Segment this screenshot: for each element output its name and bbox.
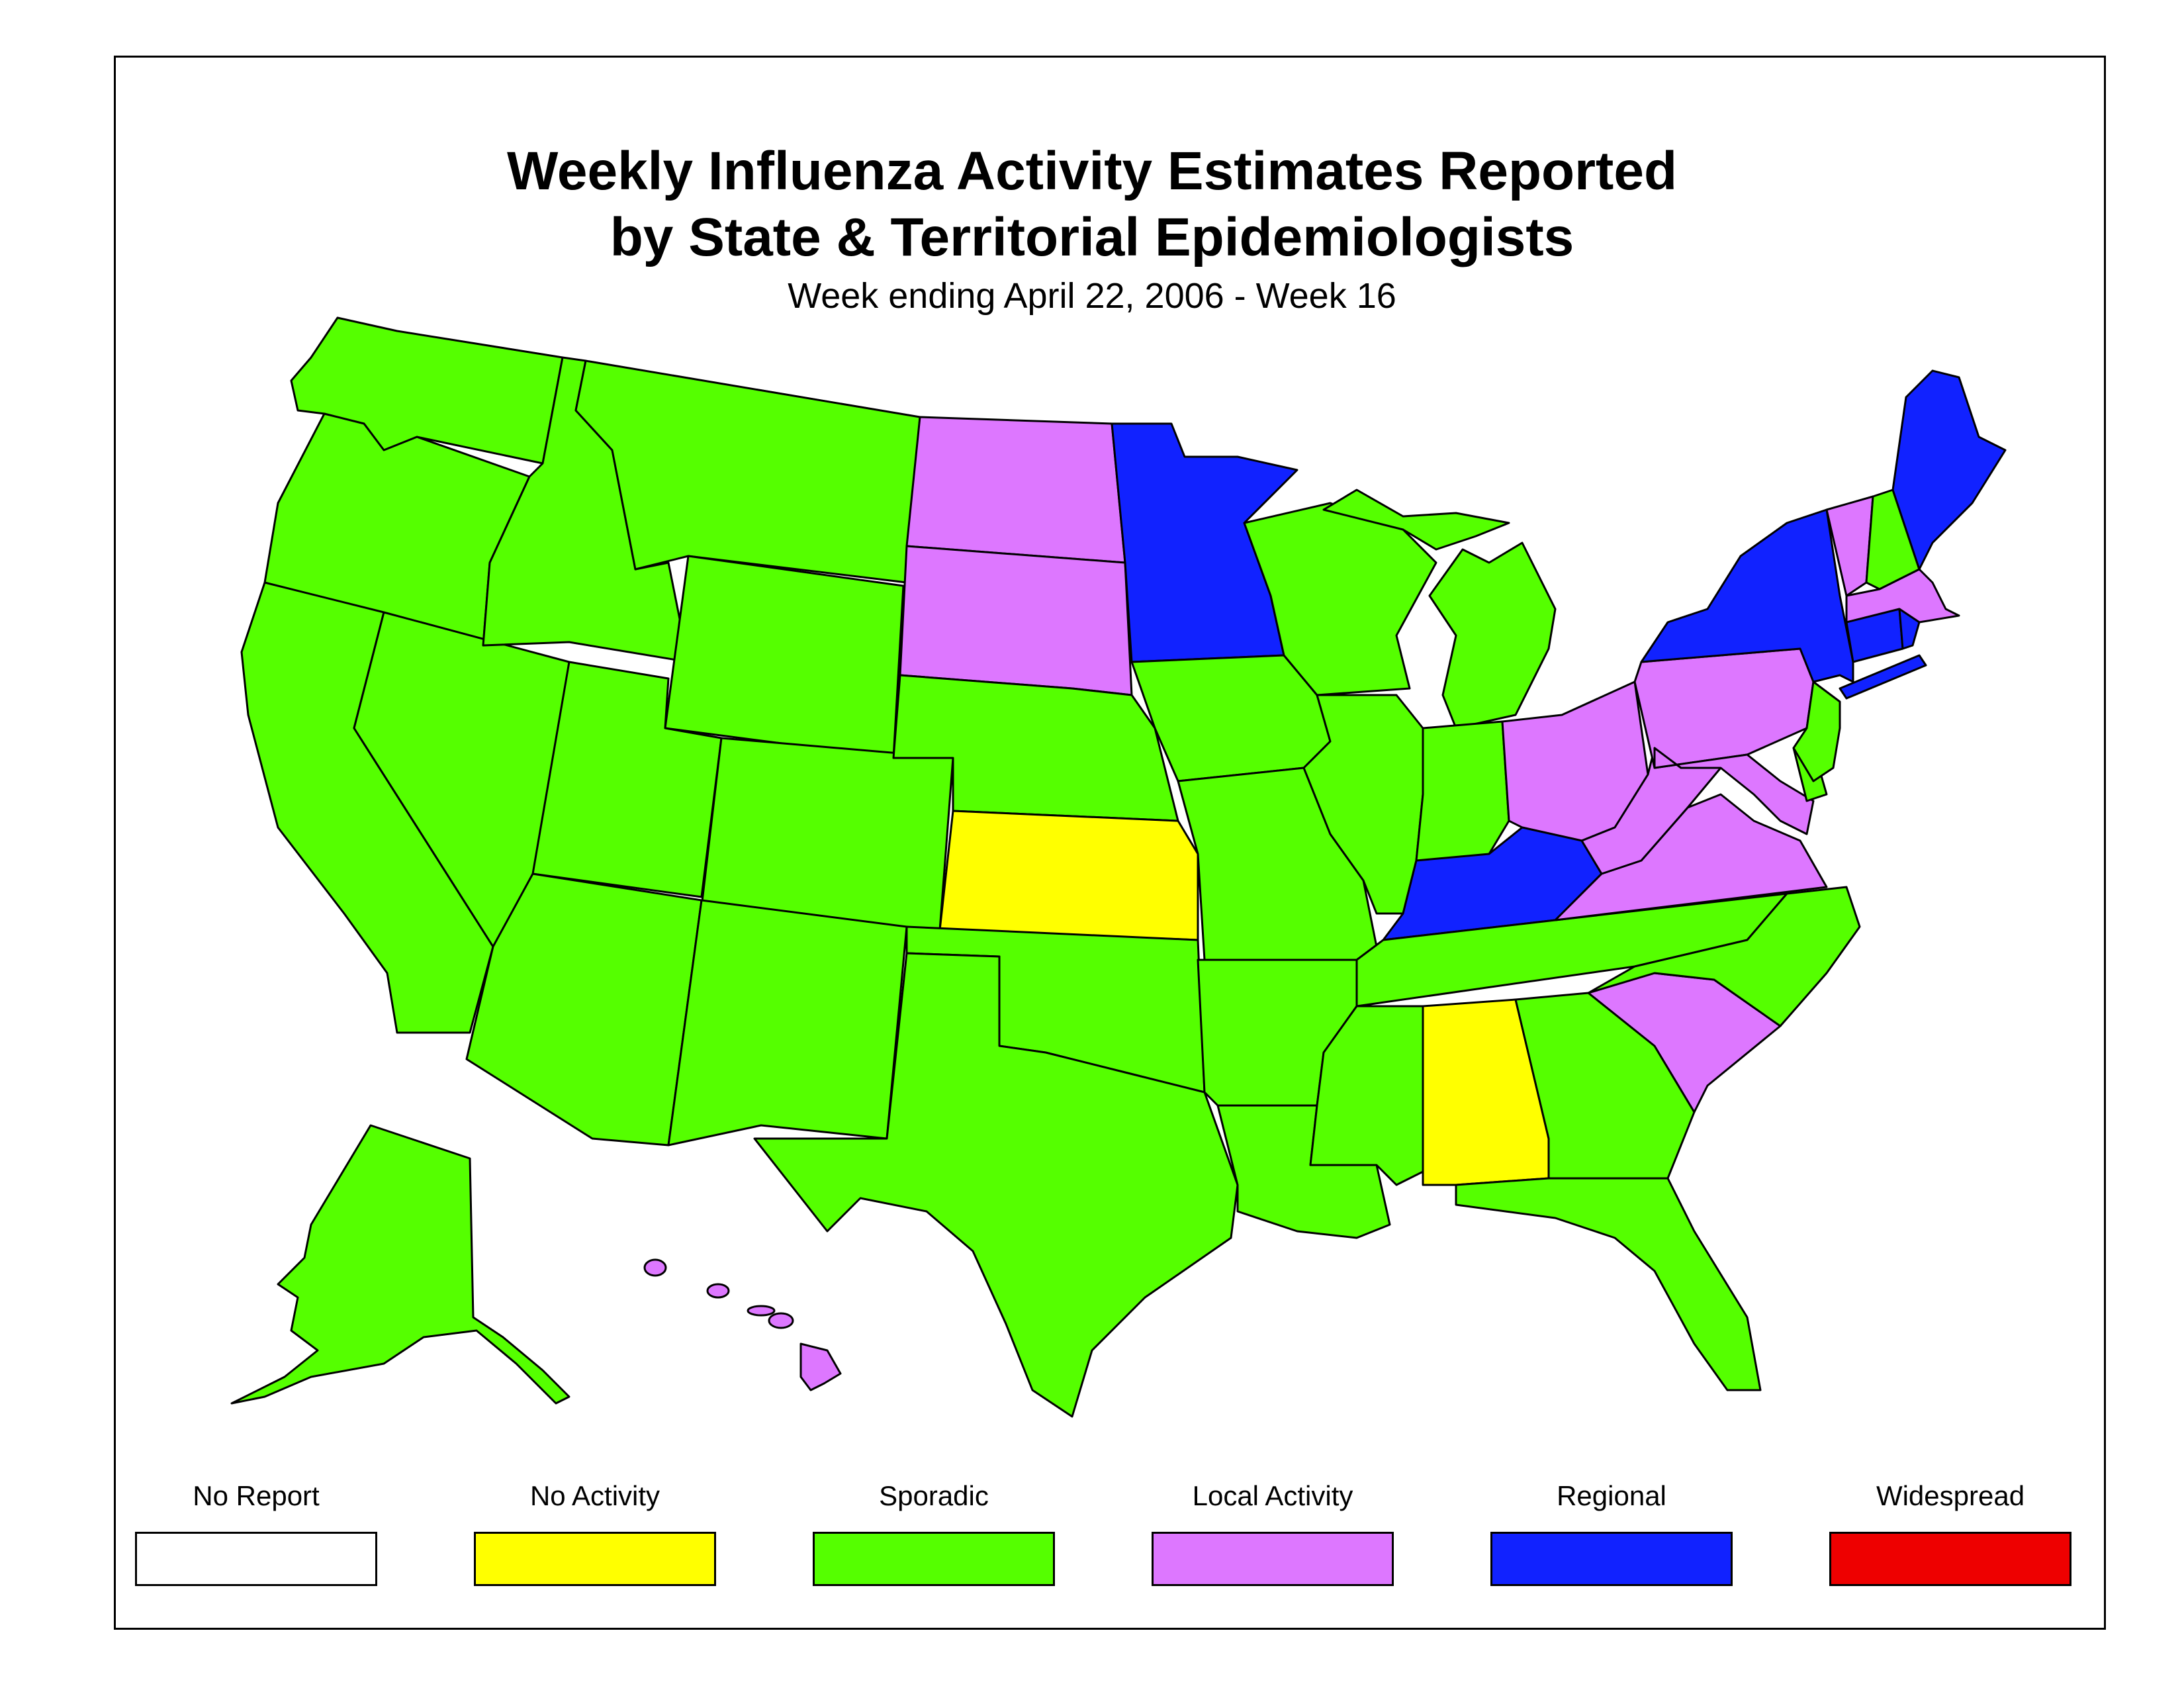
legend-item-local: Local Activity xyxy=(1152,1480,1394,1586)
state-ak xyxy=(230,1124,570,1405)
state-ks xyxy=(938,810,1199,941)
legend-label: Regional xyxy=(1557,1480,1666,1511)
legend-swatch xyxy=(813,1532,1055,1586)
legend-swatch xyxy=(135,1532,377,1586)
legend-swatch xyxy=(1490,1532,1733,1586)
legend-item-no-activity: No Activity xyxy=(474,1480,716,1586)
state-hi-maui xyxy=(768,1312,794,1329)
state-mi-upper xyxy=(1322,489,1510,551)
map-title-line1: Weekly Influenza Activity Estimates Repo… xyxy=(506,141,1678,201)
map-subtitle: Week ending April 22, 2006 - Week 16 xyxy=(788,276,1396,316)
state-ny xyxy=(1640,508,1854,683)
state-ri xyxy=(1898,608,1921,650)
legend-swatch xyxy=(1829,1532,2071,1586)
state-md xyxy=(1653,747,1815,835)
state-hi-oahu xyxy=(706,1283,730,1299)
legend-label: No Report xyxy=(193,1480,320,1511)
legend-swatch xyxy=(1152,1532,1394,1586)
legend-item-regional: Regional xyxy=(1490,1480,1733,1586)
legend-label: No Activity xyxy=(529,1480,660,1511)
state-il xyxy=(1302,694,1424,915)
legend-label: Widespread xyxy=(1876,1480,2025,1511)
state-hi-kauai xyxy=(643,1258,667,1277)
state-co xyxy=(700,737,954,931)
state-nd xyxy=(905,416,1126,564)
state-hi-molokai xyxy=(747,1305,776,1317)
legend-item-widespread: Widespread xyxy=(1829,1480,2071,1586)
state-me xyxy=(1891,369,2007,571)
legend-item-no-report: No Report xyxy=(135,1480,377,1586)
map-title-line2: by State & Territorial Epidemiologists xyxy=(610,207,1574,267)
legend-label: Sporadic xyxy=(879,1480,989,1511)
state-pa xyxy=(1633,647,1815,769)
legend-item-sporadic: Sporadic xyxy=(813,1480,1055,1586)
state-nm xyxy=(667,899,908,1147)
state-nj xyxy=(1792,680,1841,782)
map-frame xyxy=(114,56,2106,1630)
state-fl xyxy=(1455,1177,1762,1391)
state-ny-li xyxy=(1839,654,1927,700)
legend-label: Local Activity xyxy=(1192,1480,1353,1511)
state-in xyxy=(1415,720,1510,868)
state-mi xyxy=(1428,541,1557,729)
state-sd xyxy=(899,545,1133,696)
legend-swatch xyxy=(474,1532,716,1586)
state-tx xyxy=(753,952,1239,1418)
state-hi-big-island xyxy=(799,1342,842,1391)
state-wy xyxy=(664,555,905,759)
state-nc xyxy=(1587,886,1861,1027)
